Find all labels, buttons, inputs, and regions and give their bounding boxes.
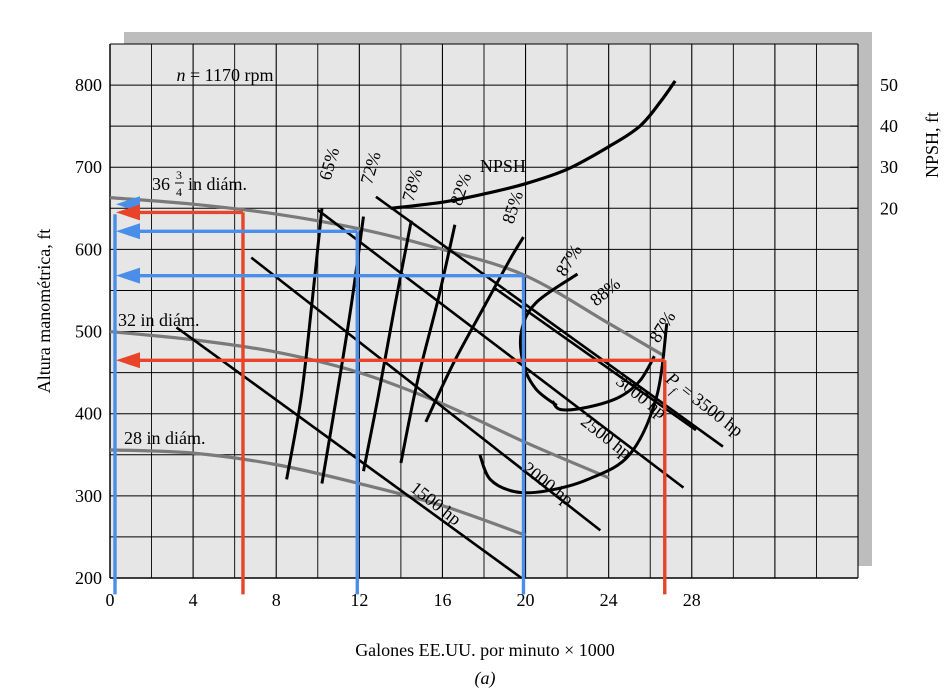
- diameter-label: 28 in diám.: [124, 428, 206, 448]
- x-tick-label: 16: [433, 590, 451, 610]
- y-tick-label: 500: [75, 322, 102, 342]
- x-tick-label: 0: [106, 590, 115, 610]
- y2-tick-label: 50: [880, 75, 898, 95]
- x-tick-label: 8: [272, 590, 281, 610]
- y-tick-label: 200: [75, 568, 102, 588]
- y2-tick-label: 40: [880, 116, 898, 136]
- arrowhead-icon: [116, 223, 140, 240]
- arrowhead-icon: [116, 204, 140, 221]
- npsh-curve: [390, 80, 677, 210]
- diameter-label-whole: 36: [152, 174, 170, 194]
- diameter-label-num: 3: [176, 168, 182, 182]
- x-tick-label: 20: [517, 590, 535, 610]
- efficiency-curve: [285, 208, 324, 480]
- efficiency-curve: [362, 220, 413, 472]
- arrowhead-icon: [116, 267, 140, 284]
- y-tick-label: 800: [75, 75, 102, 95]
- efficiency-curve: [424, 236, 525, 423]
- arrowhead-icon: [116, 352, 140, 369]
- diameter-label-rest: in diám.: [188, 174, 247, 194]
- operating-lines: [113, 196, 667, 595]
- x-tick-label: 28: [683, 590, 701, 610]
- power-line: [316, 208, 685, 489]
- x-axis-label: Galones EE.UU. por minuto × 1000: [355, 640, 615, 660]
- npsh-label: NPSH: [480, 156, 526, 176]
- y-tick-label: 300: [75, 486, 102, 506]
- power-line: [175, 326, 523, 580]
- y-tick-label: 700: [75, 157, 102, 177]
- efficiency-curve: [399, 224, 457, 464]
- y2-tick-label: 20: [880, 198, 898, 218]
- y2-tick-label: 30: [880, 157, 898, 177]
- y2-axis-label: NPSH, ft: [922, 112, 942, 178]
- diameter-label: 32 in diám.: [118, 310, 200, 330]
- diameter-label-den: 4: [176, 185, 182, 199]
- power-line: [250, 256, 602, 532]
- y-tick-label: 400: [75, 404, 102, 424]
- y-tick-label: 600: [75, 239, 102, 259]
- efficiency-curve: [519, 272, 579, 407]
- chart-caption: (a): [474, 668, 496, 688]
- x-tick-label: 4: [189, 590, 198, 610]
- efficiency-curve: [551, 355, 656, 412]
- x-tick-label: 24: [600, 590, 618, 610]
- diameter-curve: [109, 196, 666, 358]
- speed-label: n = 1170 rpm: [176, 65, 273, 85]
- diameter-curve: [109, 448, 527, 537]
- x-tick-label: 12: [350, 590, 368, 610]
- y-axis-label: Altura manométrica, ft: [34, 229, 54, 393]
